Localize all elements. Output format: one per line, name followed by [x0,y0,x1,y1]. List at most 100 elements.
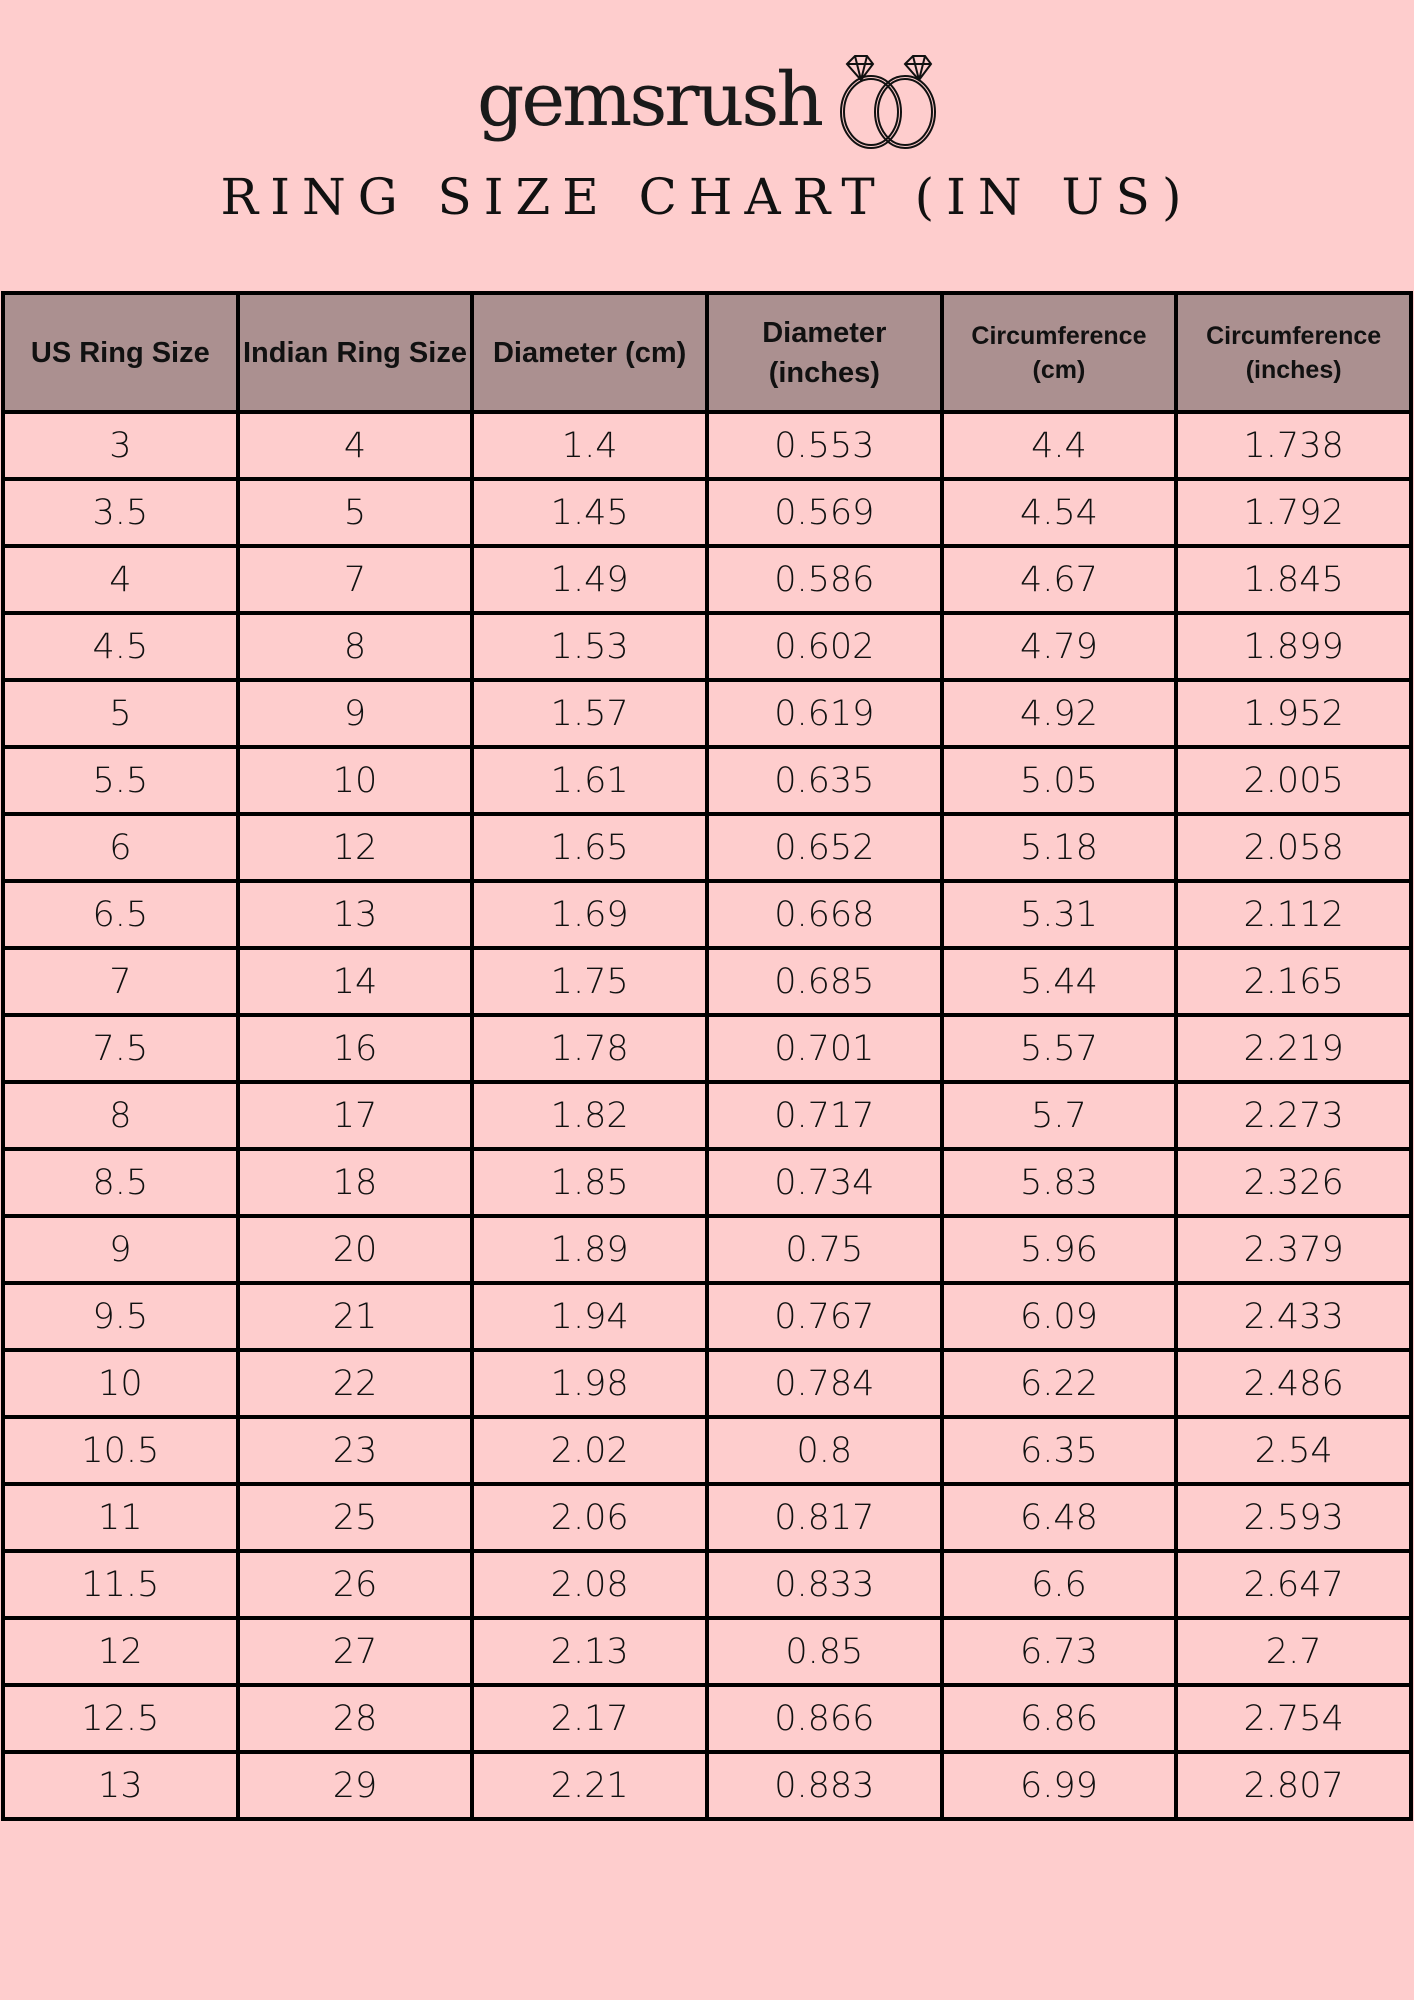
column-header: Indian Ring Size [235,291,475,414]
table-cell: 6.86 [939,1683,1179,1754]
table-cell: 0.833 [704,1549,944,1620]
table-row: 10.5 23 2.02 0.8 6.35 2.54 [1,1415,1413,1486]
table-cell: 8 [235,611,475,682]
table-cell: 5.7 [939,1080,1179,1151]
table-cell: 7 [1,946,240,1017]
page-title: RING SIZE CHART (IN US) [220,168,1194,226]
table-cell: 1.89 [470,1214,709,1285]
column-header: Diameter (inches) [704,291,944,414]
table-cell: 29 [235,1750,475,1821]
table-cell: 2.17 [470,1683,709,1754]
table-cell: 0.866 [704,1683,944,1754]
table-row: 8 17 1.82 0.717 5.7 2.273 [1,1080,1413,1151]
table-cell: 11 [1,1482,240,1553]
table-cell: 1.792 [1174,477,1413,548]
table-cell: 6.5 [1,879,240,950]
table-cell: 17 [235,1080,475,1151]
table-cell: 4.67 [939,544,1179,615]
table-cell: 0.75 [704,1214,944,1285]
table-row: 4.5 8 1.53 0.602 4.79 1.899 [1,611,1413,682]
table-cell: 3 [1,410,240,481]
table-cell: 7 [235,544,475,615]
table-cell: 0.586 [704,544,944,615]
table-cell: 0.602 [704,611,944,682]
column-header: Circumference (cm) [939,291,1179,414]
table-cell: 27 [235,1616,475,1687]
table-cell: 2.754 [1174,1683,1413,1754]
table-cell: 1.75 [470,946,709,1017]
table-cell: 3.5 [1,477,240,548]
table-cell: 10 [1,1348,240,1419]
table-cell: 4.5 [1,611,240,682]
table-row: 12.5 28 2.17 0.866 6.86 2.754 [1,1683,1413,1754]
table-row: 6 12 1.65 0.652 5.18 2.058 [1,812,1413,883]
table-cell: 21 [235,1281,475,1352]
table-row: 5 9 1.57 0.619 4.92 1.952 [1,678,1413,749]
table-cell: 1.78 [470,1013,709,1084]
table-row: 9 20 1.89 0.75 5.96 2.379 [1,1214,1413,1285]
table-cell: 2.593 [1174,1482,1413,1553]
table-cell: 28 [235,1683,475,1754]
table-cell: 0.883 [704,1750,944,1821]
table-cell: 1.94 [470,1281,709,1352]
table-cell: 2.379 [1174,1214,1413,1285]
table-cell: 9 [1,1214,240,1285]
table-cell: 6.99 [939,1750,1179,1821]
table-cell: 1.45 [470,477,709,548]
table-cell: 6.35 [939,1415,1179,1486]
table-cell: 6.73 [939,1616,1179,1687]
brand-logo: gemsrush [460,45,960,155]
table-body: 3 4 1.4 0.553 4.4 1.738 3.5 5 1.45 0.569 4.54 1.792… [1,410,1413,1821]
table-cell: 4.4 [939,410,1179,481]
table-cell: 18 [235,1147,475,1218]
table-cell: 2.807 [1174,1750,1413,1821]
table-cell: 0.569 [704,477,944,548]
table-cell: 9 [235,678,475,749]
table-cell: 5.5 [1,745,240,816]
table-cell: 1.738 [1174,410,1413,481]
table-cell: 14 [235,946,475,1017]
table-cell: 0.734 [704,1147,944,1218]
table-row: 10 22 1.98 0.784 6.22 2.486 [1,1348,1413,1419]
table-cell: 2.433 [1174,1281,1413,1352]
table-cell: 9.5 [1,1281,240,1352]
table-cell: 7.5 [1,1013,240,1084]
table-cell: 1.61 [470,745,709,816]
table-cell: 23 [235,1415,475,1486]
table-row: 6.5 13 1.69 0.668 5.31 2.112 [1,879,1413,950]
table-row: 3.5 5 1.45 0.569 4.54 1.792 [1,477,1413,548]
ring-size-table: US Ring Size Indian Ring Size Diameter (cm… [1,291,1413,1821]
table-cell: 22 [235,1348,475,1419]
table-cell: 1.952 [1174,678,1413,749]
table-row: 12 27 2.13 0.85 6.73 2.7 [1,1616,1413,1687]
table-cell: 2.02 [470,1415,709,1486]
table-cell: 2.326 [1174,1147,1413,1218]
table-cell: 2.058 [1174,812,1413,883]
table-cell: 0.652 [704,812,944,883]
table-cell: 13 [1,1750,240,1821]
table-cell: 2.165 [1174,946,1413,1017]
table-cell: 5 [1,678,240,749]
table-cell: 0.553 [704,410,944,481]
table-cell: 1.69 [470,879,709,950]
table-cell: 12 [1,1616,240,1687]
table-cell: 16 [235,1013,475,1084]
table-cell: 2.54 [1174,1415,1413,1486]
table-row: 7 14 1.75 0.685 5.44 2.165 [1,946,1413,1017]
table-cell: 25 [235,1482,475,1553]
table-cell: 1.98 [470,1348,709,1419]
table-cell: 0.767 [704,1281,944,1352]
table-cell: 2.273 [1174,1080,1413,1151]
table-cell: 4.54 [939,477,1179,548]
table-cell: 5.57 [939,1013,1179,1084]
table-cell: 2.08 [470,1549,709,1620]
table-row: 11.5 26 2.08 0.833 6.6 2.647 [1,1549,1413,1620]
table-row: 11 25 2.06 0.817 6.48 2.593 [1,1482,1413,1553]
table-cell: 1.845 [1174,544,1413,615]
table-cell: 1.4 [470,410,709,481]
table-cell: 2.005 [1174,745,1413,816]
table-cell: 1.53 [470,611,709,682]
table-cell: 6.48 [939,1482,1179,1553]
table-row: 7.5 16 1.78 0.701 5.57 2.219 [1,1013,1413,1084]
table-row: 5.5 10 1.61 0.635 5.05 2.005 [1,745,1413,816]
